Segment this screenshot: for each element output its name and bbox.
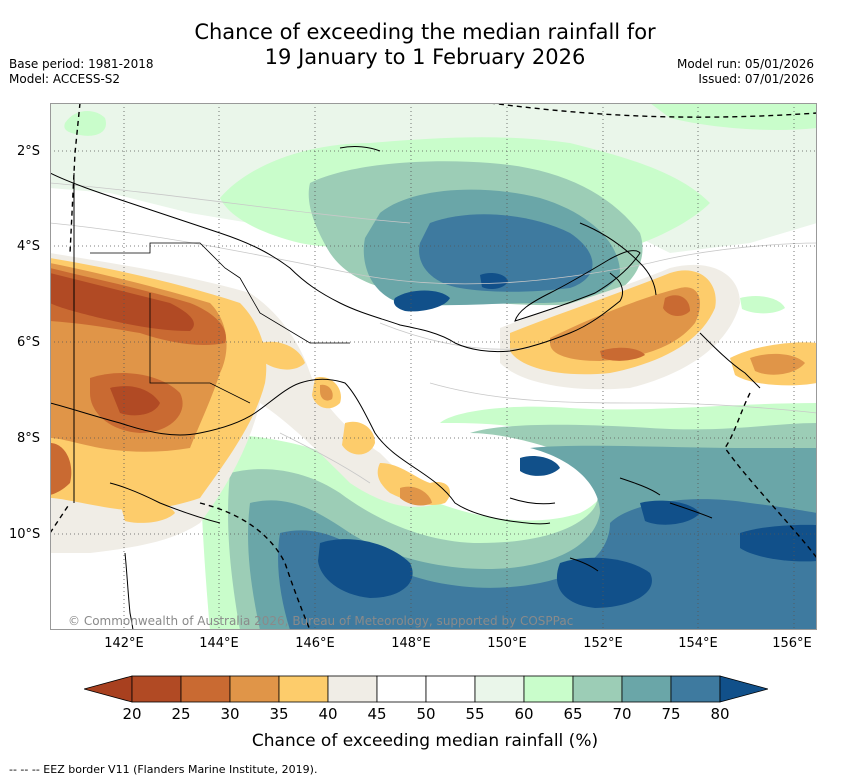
colorbar-cell-c75_80 (670, 675, 721, 703)
colorbar-cell-c20_25 (131, 675, 182, 703)
region-75-80-north (419, 214, 593, 292)
cape-york-coast (124, 552, 134, 630)
region-35-40-central-2 (377, 463, 450, 505)
region-60-65-east (740, 296, 785, 314)
copyright-text: © Commonwealth of Australia 2026, Bureau… (68, 614, 573, 628)
region-30-35-northeast (550, 287, 700, 361)
colorbar-tick-80: 80 (710, 705, 730, 723)
louisiade-coast (509, 497, 556, 505)
colorbar-tick-60: 60 (514, 705, 534, 723)
colorbar-cell-c25_30 (180, 675, 231, 703)
colorbar-tick-20: 20 (122, 705, 142, 723)
colorbar-tick-35: 35 (269, 705, 289, 723)
southern-gulf-coast (109, 482, 221, 524)
map-title: Chance of exceeding the median rainfall … (0, 20, 850, 70)
meta-left: Base period: 1981-2018 Model: ACCESS-S2 (9, 57, 154, 87)
lon-label-148e: 148°E (391, 636, 431, 651)
colorbar-cell-c60_65 (523, 675, 574, 703)
islands-south (569, 557, 599, 572)
lon-label-146e: 146°E (295, 636, 335, 651)
region-35-40-southwest (120, 501, 175, 523)
title-line-1: Chance of exceeding the median rainfall … (194, 20, 656, 44)
region-gt80-south-5 (520, 456, 560, 476)
region-30-35-central-2 (400, 486, 432, 506)
new-guinea-coast (50, 172, 624, 353)
colorbar-tick-30: 30 (220, 705, 240, 723)
bougainville-coast (699, 332, 761, 389)
new-britain-coast (514, 250, 641, 322)
lon-label-154e: 154°E (678, 636, 718, 651)
region-25-30-northeast-2 (663, 295, 690, 317)
lat-label-6s: 6°S (17, 335, 41, 350)
colorbar-tick-40: 40 (318, 705, 338, 723)
colorbar-cell-c70_75 (621, 675, 672, 703)
colorbar-tick-55: 55 (465, 705, 485, 723)
region-60-65-nw (64, 111, 106, 136)
title-line-2: 19 January to 1 February 2026 (264, 45, 586, 69)
region-gt80-south-4 (640, 500, 700, 525)
papua-south-coast (50, 378, 551, 525)
new-ireland-coast (579, 222, 657, 296)
model-run-text: Model run: 05/01/2026 (676, 57, 814, 71)
colorbar-cell-c35_40 (278, 675, 329, 703)
colorbar-tick-50: 50 (416, 705, 436, 723)
manus-coast (339, 146, 381, 152)
colorbar-tick-65: 65 (563, 705, 583, 723)
colorbar-extend-low (84, 675, 133, 703)
region-30-35-east (750, 353, 805, 375)
colorbar-cell-c45_50 (376, 675, 427, 703)
region-35-40-central-4 (260, 341, 305, 370)
colorbar-cell-c65_70 (572, 675, 623, 703)
coastlines (50, 146, 761, 630)
region-75-80-south (278, 499, 817, 630)
provincial-boundaries (90, 242, 350, 404)
lat-label-8s: 8°S (17, 431, 41, 446)
solomons-coast-1 (619, 477, 661, 496)
colorbar-cell-c50_55 (425, 675, 476, 703)
lon-label-150e: 150°E (487, 636, 527, 651)
colorbar-cell-c55_60 (474, 675, 525, 703)
colorbar (84, 675, 768, 703)
base-period-text: Base period: 1981-2018 (9, 57, 154, 71)
colorbar-extend-high (719, 675, 768, 703)
contour-lines (50, 182, 817, 484)
region-gt80-north-2 (480, 273, 508, 289)
lat-label-10s: 10°S (9, 527, 41, 542)
lat-label-2s: 2°S (17, 144, 41, 159)
issued-text: Issued: 07/01/2026 (698, 72, 814, 86)
colorbar-tick-75: 75 (661, 705, 681, 723)
region-20-25-west (50, 273, 194, 331)
meta-right: Model run: 05/01/2026 Issued: 07/01/2026 (677, 57, 814, 87)
lon-label-156e: 156°E (772, 636, 812, 651)
colorbar-cell-c40_45 (327, 675, 378, 703)
region-gt80-south-1 (318, 539, 413, 598)
region-20-25-west-2 (110, 386, 160, 416)
lon-label-152e: 152°E (583, 636, 623, 651)
region-gt80-south-2 (556, 557, 652, 608)
region-25-30-northeast (600, 347, 645, 361)
eez-legend-text: -- -- -- EEZ border V11 (Flanders Marine… (9, 763, 318, 776)
lat-label-4s: 4°S (17, 239, 41, 254)
eez-borders (50, 103, 817, 630)
lon-label-144e: 144°E (199, 636, 239, 651)
colorbar-title: Chance of exceeding median rainfall (%) (251, 731, 599, 751)
colorbar-cell-c30_35 (229, 675, 280, 703)
map-frame (50, 103, 817, 630)
model-text: Model: ACCESS-S2 (9, 72, 121, 86)
colorbar-tick-25: 25 (171, 705, 191, 723)
colorbar-tick-70: 70 (612, 705, 632, 723)
solomons-coast-2 (669, 502, 713, 519)
region-25-30-southwest (50, 443, 72, 495)
lon-label-142e: 142°E (104, 636, 144, 651)
rainfall-probability-map: © Commonwealth of Australia 2026, Bureau… (50, 103, 817, 630)
region-gt80-north (393, 290, 450, 312)
colorbar-tick-45: 45 (367, 705, 387, 723)
region-30-35-central-3 (320, 384, 333, 401)
